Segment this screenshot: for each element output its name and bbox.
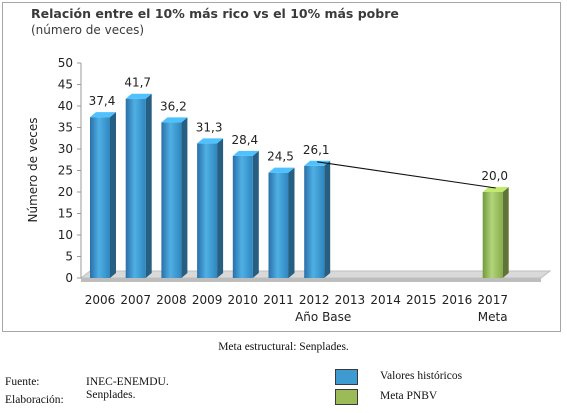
- x-sublabel-2012: Año Base: [295, 310, 351, 324]
- x-tick-label-2008: 2008: [156, 293, 187, 307]
- elaboracion-value: Senplades.: [86, 389, 136, 401]
- data-label-2008: 36,2: [160, 99, 187, 113]
- bar-2007: [125, 93, 152, 278]
- legend-label-historicos: Valores históricos: [380, 370, 463, 382]
- bar-side-2011: [288, 167, 295, 278]
- y-tick-label: 5: [65, 250, 73, 264]
- fuente-value: INEC-ENEMDU.: [86, 376, 169, 388]
- x-tick-label-2014: 2014: [370, 293, 401, 307]
- chart-title: Relación entre el 10% más rico vs el 10%…: [31, 6, 399, 21]
- x-axis: 2006 2007 2008 2009 2010 2011 2012 Año Base 2013…: [85, 293, 508, 324]
- data-label-2017: 20,0: [481, 169, 508, 183]
- y-tick-label: 45: [58, 78, 73, 92]
- y-tick-label: 0: [65, 271, 73, 285]
- chart-frame: [2, 2, 561, 332]
- y-tick-label: 40: [58, 99, 73, 113]
- bar-front-2006: [90, 117, 110, 279]
- bar-side-2006: [110, 112, 116, 279]
- y-tick-label: 35: [58, 121, 73, 135]
- y-tick-label: 20: [58, 185, 73, 199]
- x-tick-label-2016: 2016: [442, 293, 473, 307]
- bar-top-2017: [482, 187, 509, 192]
- bar-2012: [304, 160, 331, 278]
- bar-front-2017: [482, 192, 503, 278]
- y-tick-label: 15: [58, 207, 73, 221]
- bar-top-2010: [232, 150, 259, 156]
- bar-front-2010: [232, 155, 253, 278]
- y-axis: 0 5 10 15 20 25 30 35 40 45 50: [58, 56, 82, 285]
- bar-side-2017: [502, 187, 509, 278]
- x-tick-label-2006: 2006: [85, 293, 116, 307]
- bar-top-2006: [90, 112, 116, 118]
- fuente-label: Fuente:: [5, 376, 40, 388]
- data-label-2012: 26,1: [303, 143, 330, 157]
- x-tick-label-2010: 2010: [228, 293, 259, 307]
- data-label-2010: 28,4: [231, 133, 258, 147]
- data-label-2006: 37,4: [89, 94, 116, 108]
- bar-top-2011: [268, 167, 295, 173]
- bar-top-2007: [125, 93, 152, 99]
- bar-2011: [268, 167, 295, 278]
- bar-top-2009: [197, 138, 224, 144]
- x-tick-label-2017: 2017: [477, 293, 508, 307]
- legend-swatch-meta: [335, 389, 358, 405]
- bar-side-2012: [324, 160, 331, 278]
- trend-line: [317, 161, 496, 189]
- bar-chart: Número de veces 0 5 10 15 20 25 30 35 40 45 50 37,…: [26, 56, 552, 324]
- x-tick-label-2009: 2009: [192, 293, 223, 307]
- bars: [90, 93, 509, 279]
- bar-front-2008: [161, 122, 182, 278]
- data-label-2009: 31,3: [196, 120, 223, 134]
- x-tick-label-2013: 2013: [335, 293, 366, 307]
- x-tick-label-2015: 2015: [406, 293, 437, 307]
- bar-side-2010: [252, 150, 259, 278]
- floor-front: [81, 278, 541, 282]
- bar-front-2012: [304, 165, 325, 278]
- bar-2017: [482, 187, 509, 278]
- bar-front-2007: [125, 98, 146, 278]
- bar-2006: [90, 112, 116, 279]
- elaboracion-label: Elaboración:: [5, 394, 64, 406]
- legend-swatch-historicos: [335, 369, 358, 385]
- bar-top-2012: [304, 160, 331, 166]
- bar-top-2008: [161, 117, 188, 123]
- y-tick-label: 10: [58, 228, 73, 242]
- x-tick-label-2012: 2012: [299, 293, 330, 307]
- bar-side-2008: [181, 117, 188, 278]
- y-tick-label: 25: [58, 164, 73, 178]
- x-sublabel-2017: Meta: [478, 310, 508, 324]
- bar-side-2009: [217, 138, 224, 278]
- x-tick-label-2011: 2011: [263, 293, 294, 307]
- data-label-2011: 24,5: [267, 150, 294, 164]
- bar-2008: [161, 117, 188, 278]
- legend-label-meta: Meta PNBV: [380, 390, 438, 402]
- bar-2009: [197, 138, 224, 278]
- chart-subtitle: (número de veces): [31, 23, 145, 37]
- bar-side-2007: [145, 93, 152, 278]
- y-axis-label: Número de veces: [26, 117, 40, 222]
- y-tick-label: 50: [58, 56, 73, 70]
- bar-2010: [232, 150, 259, 278]
- x-tick-label-2007: 2007: [120, 293, 151, 307]
- y-tick-label: 30: [58, 142, 73, 156]
- caption: Meta estructural: Senplades.: [218, 341, 349, 353]
- bar-front-2011: [268, 172, 289, 278]
- data-labels: 37,4 41,7 36,2 31,3 28,4 24,5 26,1 20,0: [89, 76, 508, 189]
- bar-front-2009: [197, 143, 218, 278]
- data-label-2007: 41,7: [124, 76, 151, 90]
